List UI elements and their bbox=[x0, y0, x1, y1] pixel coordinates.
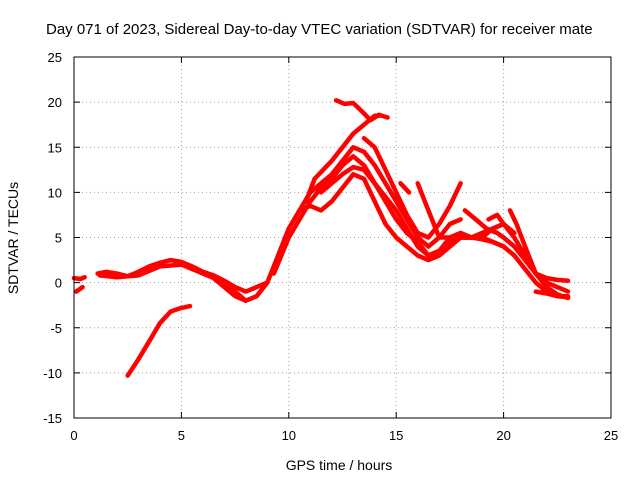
series-trace-2 bbox=[73, 284, 85, 294]
y-tick-label: -10 bbox=[43, 366, 62, 381]
x-tick-label: 0 bbox=[70, 428, 77, 443]
data-series bbox=[71, 98, 571, 378]
y-tick-label: 5 bbox=[55, 231, 62, 246]
x-tick-label: 15 bbox=[389, 428, 403, 443]
x-tick-label: 10 bbox=[282, 428, 296, 443]
series-trace-1 bbox=[71, 274, 87, 282]
x-axis-label: GPS time / hours bbox=[286, 457, 393, 473]
series-trace-12 bbox=[361, 135, 463, 240]
series-trace-18 bbox=[533, 289, 571, 300]
x-tick-label: 25 bbox=[604, 428, 618, 443]
series-trace-11 bbox=[318, 164, 571, 301]
y-tick-label: 25 bbox=[48, 50, 62, 65]
series-trace-15 bbox=[462, 208, 571, 294]
y-tick-label: 15 bbox=[48, 140, 62, 155]
y-axis-label: SDTVAR / TECUs bbox=[5, 182, 21, 294]
series-trace-10 bbox=[333, 98, 390, 123]
series-trace-13 bbox=[398, 181, 412, 195]
series-trace-16 bbox=[486, 212, 517, 236]
y-tick-label: 20 bbox=[48, 95, 62, 110]
y-tick-label: -5 bbox=[50, 321, 62, 336]
series-trace-5 bbox=[125, 303, 193, 378]
y-tick-label: 10 bbox=[48, 185, 62, 200]
x-tick-label: 5 bbox=[178, 428, 185, 443]
y-tick-label: 0 bbox=[55, 276, 62, 291]
ticks: 0 5 10 15 20 25 -15 -10 -5 0 5 10 15 20 25 bbox=[43, 50, 618, 443]
grid bbox=[74, 57, 611, 418]
y-tick-label: -15 bbox=[43, 411, 62, 426]
series-trace-6 bbox=[211, 172, 571, 303]
series-trace-8 bbox=[297, 145, 463, 249]
chart-title: Day 071 of 2023, Sidereal Day-to-day VTE… bbox=[46, 21, 593, 38]
series-trace-4 bbox=[97, 262, 249, 303]
x-tick-label: 20 bbox=[496, 428, 510, 443]
series-trace-17 bbox=[507, 208, 571, 284]
